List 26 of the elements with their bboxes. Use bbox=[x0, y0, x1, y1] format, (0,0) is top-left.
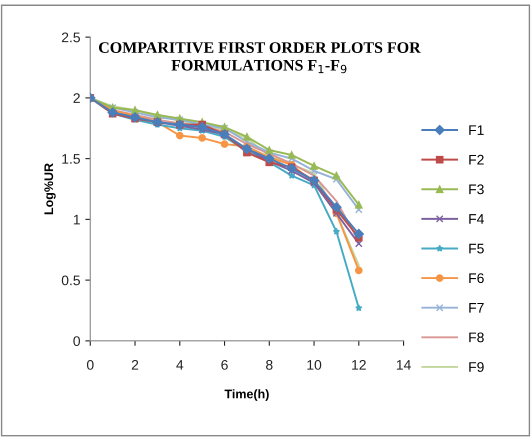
y-axis-title: Log%UR bbox=[44, 163, 56, 214]
x-tick-label: 14 bbox=[396, 360, 411, 370]
legend-label: F3 bbox=[469, 184, 484, 194]
x-axis-title: Time(h) bbox=[224, 389, 269, 401]
x-tick-label: 0 bbox=[86, 360, 94, 370]
y-tick-label: 1 bbox=[74, 214, 80, 224]
x-tick-label: 6 bbox=[221, 360, 228, 370]
legend-label: F1 bbox=[469, 125, 484, 135]
x-tick-label: 8 bbox=[266, 360, 273, 370]
legend-label: F8 bbox=[469, 332, 484, 342]
y-tick-label: 2.5 bbox=[62, 32, 80, 42]
legend-label: F9 bbox=[469, 362, 484, 372]
y-tick-label: 0.5 bbox=[62, 275, 80, 286]
y-tick-label: 0 bbox=[73, 336, 80, 346]
x-tick-label: 4 bbox=[176, 360, 184, 370]
y-tick-label: 1.5 bbox=[62, 154, 80, 164]
legend-label: F6 bbox=[469, 273, 484, 284]
x-tick-label: 2 bbox=[132, 360, 138, 370]
legend-label: F4 bbox=[469, 214, 484, 224]
x-tick-label: 10 bbox=[307, 360, 322, 370]
legend-label: F5 bbox=[469, 244, 484, 254]
text: COMPARITIVE FIRST ORDER PLOTS FOR FORMULATIONS F$_{1}$-F$_{9}$ bbox=[99, 42, 421, 74]
x-tick-label: 12 bbox=[352, 360, 366, 370]
y-tick-label: 2 bbox=[74, 93, 80, 103]
legend-label: F2 bbox=[469, 154, 484, 164]
legend-label: F7 bbox=[469, 303, 484, 313]
